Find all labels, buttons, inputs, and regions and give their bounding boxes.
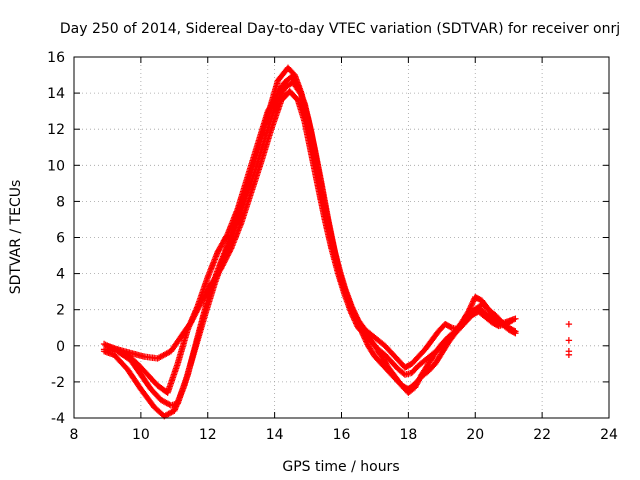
chart-title: Day 250 of 2014, Sidereal Day-to-day VTE…: [60, 21, 620, 37]
x-tick-label: 16: [333, 427, 351, 443]
y-tick-label: 16: [47, 50, 65, 66]
x-tick-label: 14: [266, 427, 284, 443]
y-tick-label: 14: [47, 86, 65, 102]
series-track-4: [104, 73, 516, 396]
x-tick-label: 10: [132, 427, 150, 443]
series-track-5: [565, 320, 573, 359]
y-tick-label: -4: [51, 411, 65, 427]
data-marks: [100, 64, 573, 420]
y-tick-label: -2: [51, 375, 65, 391]
y-tick-label: 6: [56, 231, 65, 247]
x-tick-label: 8: [70, 427, 79, 443]
y-tick-label: 0: [56, 339, 65, 355]
x-axis-label: GPS time / hours: [282, 459, 399, 475]
y-tick-label: 2: [56, 303, 65, 319]
y-tick-label: 12: [47, 122, 65, 138]
x-tick-label: 18: [399, 427, 417, 443]
grid: [74, 57, 609, 418]
x-tick-label: 20: [466, 427, 484, 443]
x-tick-label: 22: [533, 427, 551, 443]
x-tick-label: 24: [600, 427, 618, 443]
x-tick-label: 12: [199, 427, 217, 443]
y-axis-label: SDTVAR / TECUs: [8, 180, 24, 295]
y-tick-label: 8: [56, 194, 65, 210]
y-tick-label: 4: [56, 267, 65, 283]
plot-frame: [73, 56, 610, 419]
y-tick-label: 10: [47, 158, 65, 174]
